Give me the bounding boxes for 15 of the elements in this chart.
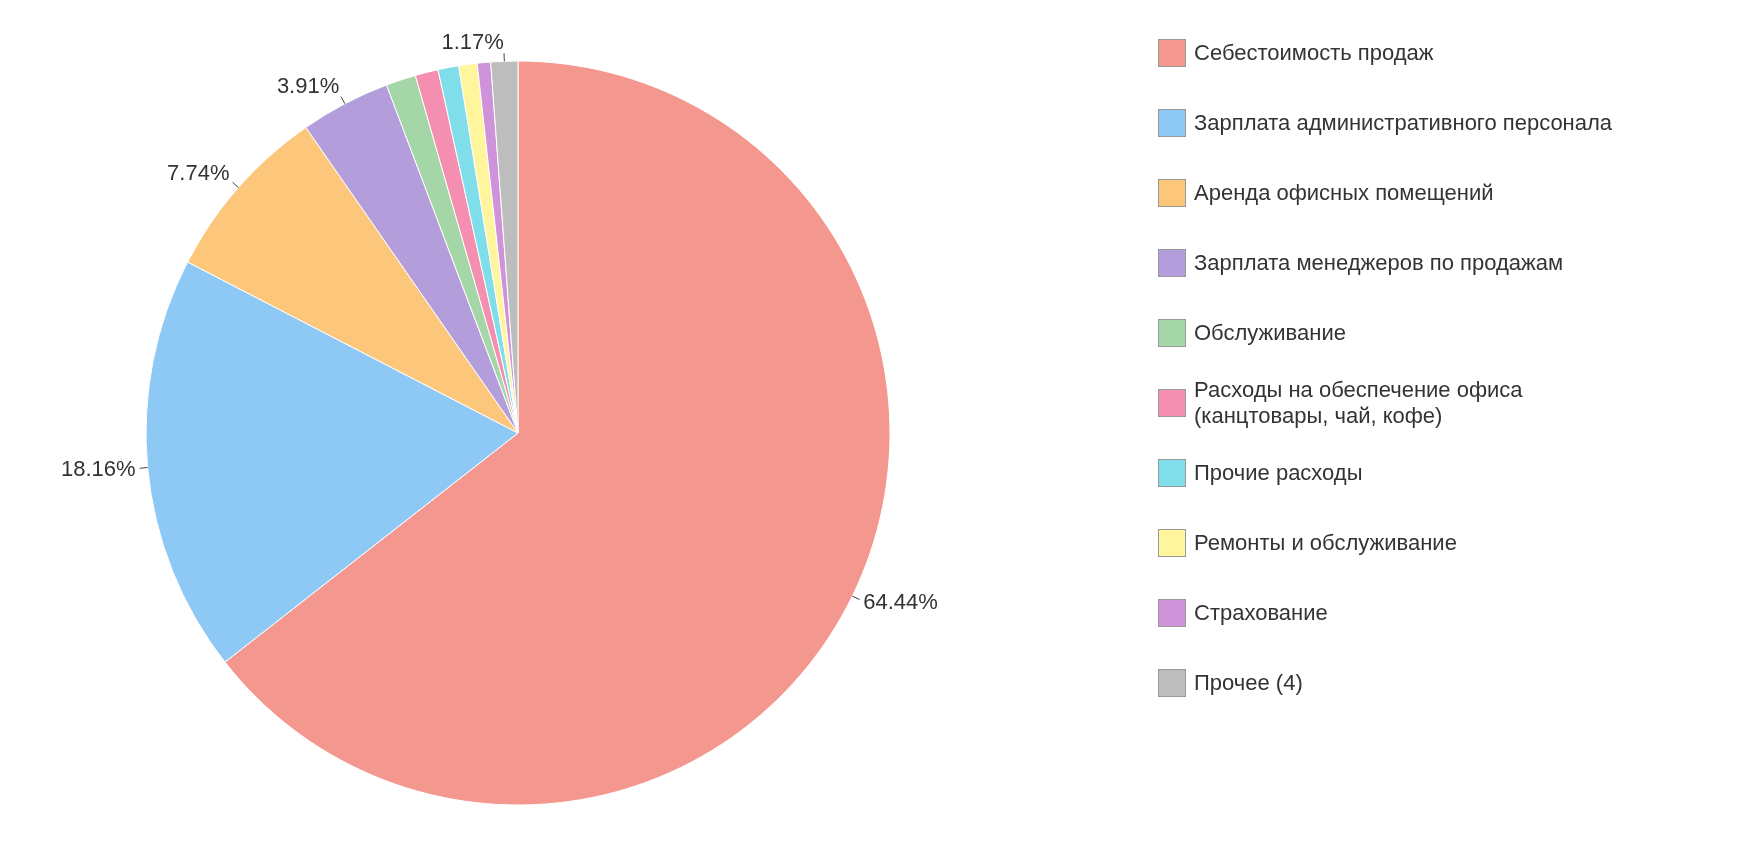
legend-label: Аренда офисных помещений xyxy=(1194,180,1495,206)
data-label: 1.17% xyxy=(441,29,504,55)
data-label: 7.74% xyxy=(167,159,230,185)
legend-label: Страхование xyxy=(1194,600,1329,626)
legend-label: Ремонты и обслуживание xyxy=(1194,530,1458,556)
data-label: 64.44% xyxy=(863,588,938,614)
data-label: 3.91% xyxy=(276,73,340,99)
legend-label: Себестоимость продаж xyxy=(1194,40,1435,66)
legend-label: Расходы на обеспечение офиса (канцтовары, чай, кофе) xyxy=(1194,377,1524,429)
legend-label: Прочее (4) xyxy=(1194,670,1304,696)
legend-label: Зарплата административного персонала xyxy=(1194,110,1614,136)
legend-label: Прочие расходы xyxy=(1194,460,1364,486)
legend-label: Зарплата менеджеров по продажам xyxy=(1194,250,1565,276)
data-label: 18.16% xyxy=(61,456,136,482)
legend-label: Обслуживание xyxy=(1194,320,1347,346)
